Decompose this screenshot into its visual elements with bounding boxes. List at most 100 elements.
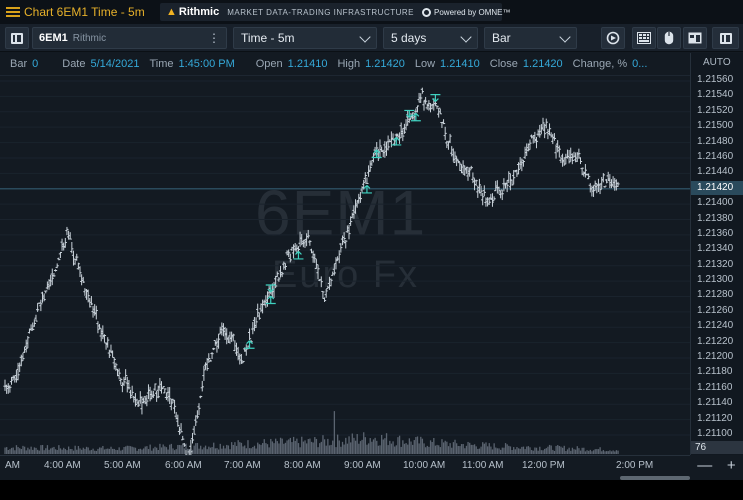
- volume-bar: [299, 447, 301, 454]
- open-value: 1.21410: [287, 58, 328, 70]
- volume-bar: [340, 446, 342, 454]
- info-open: Open 1.21410: [256, 58, 328, 70]
- volume-bar: [110, 446, 112, 454]
- price-bar: [543, 123, 547, 139]
- price-bar: [106, 337, 110, 348]
- price-axis[interactable]: AUTO 1.21560 1.21540 1.21520 1.21500 1.21480…: [690, 53, 743, 455]
- volume-bar: [381, 434, 383, 454]
- horizontal-scrollbar[interactable]: [620, 476, 690, 480]
- price-bar: [549, 132, 553, 138]
- time-tick-label: AM: [5, 460, 20, 471]
- price-bar: [58, 251, 63, 259]
- price-bar: [200, 380, 204, 392]
- price-bar: [503, 182, 508, 189]
- symbol-selector[interactable]: 6EM1 Rithmic ⋮: [32, 27, 227, 49]
- zoom-in-button[interactable]: +: [726, 456, 736, 474]
- symbol-more-icon[interactable]: ⋮: [208, 31, 220, 45]
- price-bar: [50, 268, 54, 286]
- template-button[interactable]: [683, 27, 707, 49]
- volume-bar: [37, 449, 39, 454]
- price-bar: [22, 346, 27, 353]
- volume-bar: [418, 443, 420, 454]
- volume-bar: [431, 441, 433, 454]
- volume-bar: [322, 435, 324, 454]
- volume-bar: [358, 443, 360, 454]
- buy-signal-arrow: [244, 340, 255, 349]
- panel-toggle-button[interactable]: [5, 27, 29, 49]
- price-bar: [554, 144, 558, 159]
- volume-bar: [392, 441, 394, 454]
- volume-bar: [501, 447, 503, 454]
- info-date: Date 5/14/2021: [62, 58, 139, 70]
- price-bar: [192, 425, 196, 435]
- price-bar: [562, 157, 566, 166]
- zoom-out-button[interactable]: —: [697, 456, 713, 474]
- price-bar: [57, 257, 61, 261]
- volume-bar: [12, 447, 14, 454]
- price-bar: [500, 189, 504, 201]
- volume-bar: [317, 447, 319, 454]
- volume-bar: [120, 450, 122, 454]
- mouse-mode-button[interactable]: [657, 27, 681, 49]
- keypad-button[interactable]: [632, 27, 656, 49]
- volume-bar: [125, 446, 127, 454]
- price-bar: [585, 173, 589, 176]
- price-bar: [13, 375, 17, 383]
- chart-style-dropdown[interactable]: Bar: [484, 27, 577, 49]
- price-bar: [218, 326, 222, 335]
- volume-bar: [89, 450, 91, 454]
- panel-split-button[interactable]: [712, 27, 739, 49]
- volume-bar: [46, 445, 49, 454]
- price-bar: [424, 97, 428, 105]
- time-axis[interactable]: AM 4:00 AM 5:00 AM 6:00 AM 7:00 AM 8:00 AM 9:0…: [0, 455, 690, 475]
- volume-bar: [545, 448, 547, 454]
- price-bar: [428, 103, 433, 113]
- price-bar: [208, 359, 213, 362]
- price-tick-label: 1.21220: [697, 335, 734, 347]
- price-bar: [347, 224, 351, 240]
- price-bar: [492, 196, 496, 201]
- time-tick-label: 11:00 AM: [462, 460, 504, 471]
- price-bar: [155, 390, 159, 402]
- replay-button[interactable]: [601, 27, 625, 49]
- volume-bar: [162, 444, 164, 454]
- volume-bar: [7, 449, 9, 454]
- volume-bar: [90, 449, 93, 454]
- interval-dropdown[interactable]: Time - 5m: [233, 27, 377, 49]
- volume-bar: [206, 449, 208, 454]
- volume-bar: [426, 445, 428, 454]
- price-bar: [171, 398, 175, 404]
- template-icon: [688, 32, 702, 44]
- volume-bar: [164, 446, 166, 454]
- volume-bar: [165, 447, 168, 454]
- volume-bar: [151, 450, 153, 454]
- price-bar: [334, 257, 338, 270]
- price-bar: [177, 426, 182, 435]
- price-bar: [76, 262, 80, 270]
- volume-bar: [382, 439, 384, 454]
- autoscale-toggle[interactable]: AUTO: [703, 57, 731, 68]
- volume-bar: [115, 449, 117, 454]
- volume-bar: [76, 449, 78, 454]
- volume-bar: [366, 444, 368, 454]
- price-bar: [55, 263, 59, 269]
- volume-bar: [527, 446, 530, 454]
- info-low: Low 1.21410: [415, 58, 480, 70]
- volume-bar: [328, 445, 331, 454]
- volume-bar: [312, 442, 314, 454]
- volume-bar: [23, 446, 26, 454]
- volume-bar: [467, 441, 469, 454]
- range-dropdown[interactable]: 5 days: [383, 27, 478, 49]
- plot-area[interactable]: 6EM1 Euro Fx: [0, 75, 690, 456]
- price-bar: [75, 253, 79, 261]
- price-bar: [18, 362, 22, 373]
- volume-bar: [239, 442, 241, 454]
- volume-bar: [175, 449, 177, 454]
- price-bar: [221, 323, 226, 337]
- volume-bar: [87, 447, 89, 454]
- time-tick-label: 2:00 PM: [616, 460, 654, 471]
- volume-bar: [576, 446, 578, 454]
- volume-bar: [64, 449, 67, 454]
- price-bar: [538, 124, 542, 138]
- hamburger-menu-icon[interactable]: [4, 5, 22, 19]
